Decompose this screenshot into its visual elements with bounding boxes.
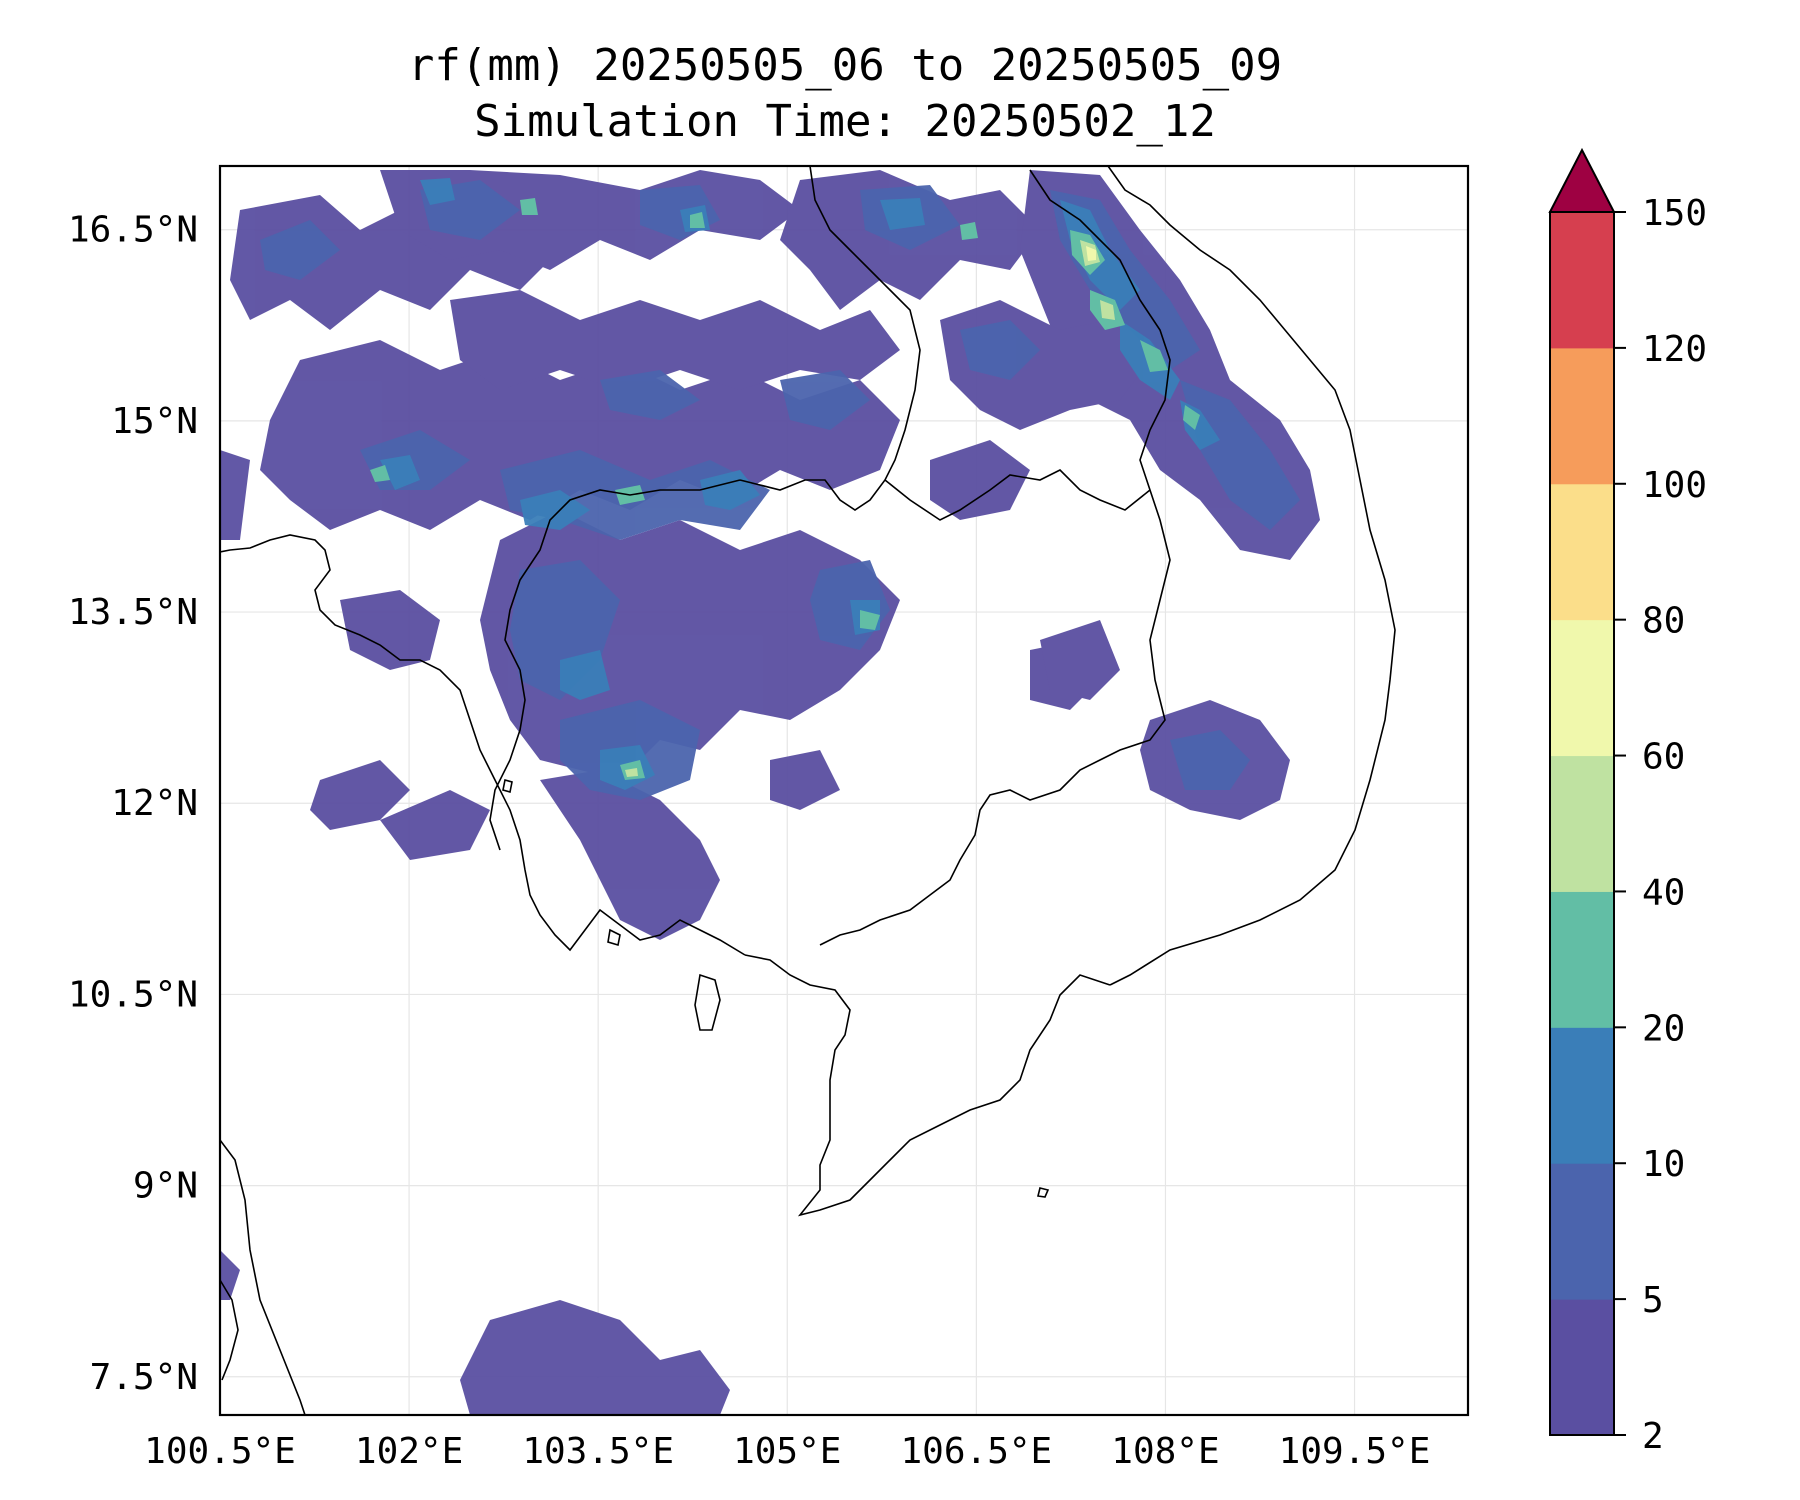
colorbar-segment — [1550, 1299, 1614, 1436]
longitude-tick-labels: 100.5°E 102°E 103.5°E 105°E 106.5°E 108°E 109.… — [144, 1431, 1430, 1472]
plot-title-line2: Simulation Time: 20250502_12 — [474, 96, 1216, 147]
colorbar: 2 5 10 20 40 60 80 100 120 150 — [1548, 147, 1707, 1457]
lon-tick-label: 103.5°E — [522, 1431, 674, 1472]
colorbar-segment — [1550, 212, 1614, 349]
latitude-tick-labels: 16.5°N 15°N 13.5°N 12°N 10.5°N 9°N 7.5°N — [68, 210, 198, 1398]
lon-tick-label: 105°E — [733, 1431, 841, 1472]
lat-tick-label: 10.5°N — [68, 974, 198, 1015]
colorbar-label: 5 — [1642, 1280, 1664, 1321]
lat-tick-label: 16.5°N — [68, 210, 198, 251]
map-frame — [218, 164, 1470, 1417]
colorbar-label: 80 — [1642, 601, 1685, 642]
colorbar-label: 120 — [1642, 329, 1707, 370]
colorbar-outline — [1549, 211, 1615, 1436]
colorbar-label: 20 — [1642, 1008, 1685, 1049]
colorbar-segment — [1550, 891, 1614, 1028]
colorbar-extend-arrow — [1548, 147, 1616, 213]
coastline-and-borders — [220, 166, 1396, 1415]
rainfall-level-20-40 — [370, 198, 1200, 780]
lat-tick-label: 13.5°N — [68, 592, 198, 633]
lon-tick-label: 109.5°E — [1279, 1431, 1431, 1472]
lat-tick-label: 12°N — [111, 783, 198, 824]
lon-tick-label: 102°E — [355, 1431, 463, 1472]
colorbar-label: 2 — [1642, 1416, 1664, 1457]
colorbar-segment — [1550, 755, 1614, 892]
colorbar-label: 150 — [1642, 193, 1707, 234]
plot-title-line1: rf(mm) 20250505_06 to 20250505_09 — [407, 40, 1283, 91]
lon-tick-label: 100.5°E — [144, 1431, 296, 1472]
colorbar-label: 10 — [1642, 1144, 1685, 1185]
colorbar-segment — [1550, 619, 1614, 757]
lat-tick-label: 9°N — [133, 1166, 198, 1207]
colorbar-segment — [1550, 1163, 1614, 1300]
colorbar-segment — [1550, 347, 1614, 485]
colorbar-segment — [1550, 483, 1614, 621]
rainfall-level-60-80 — [1086, 246, 1096, 261]
colorbar-label: 40 — [1642, 872, 1685, 913]
lat-tick-label: 7.5°N — [90, 1357, 198, 1398]
lat-tick-label: 15°N — [111, 401, 198, 442]
colorbar-segment — [1550, 1027, 1614, 1164]
lon-tick-label: 108°E — [1111, 1431, 1219, 1472]
colorbar-label: 60 — [1642, 737, 1685, 778]
colorbar-label: 100 — [1642, 465, 1707, 506]
lon-tick-label: 106.5°E — [901, 1431, 1053, 1472]
